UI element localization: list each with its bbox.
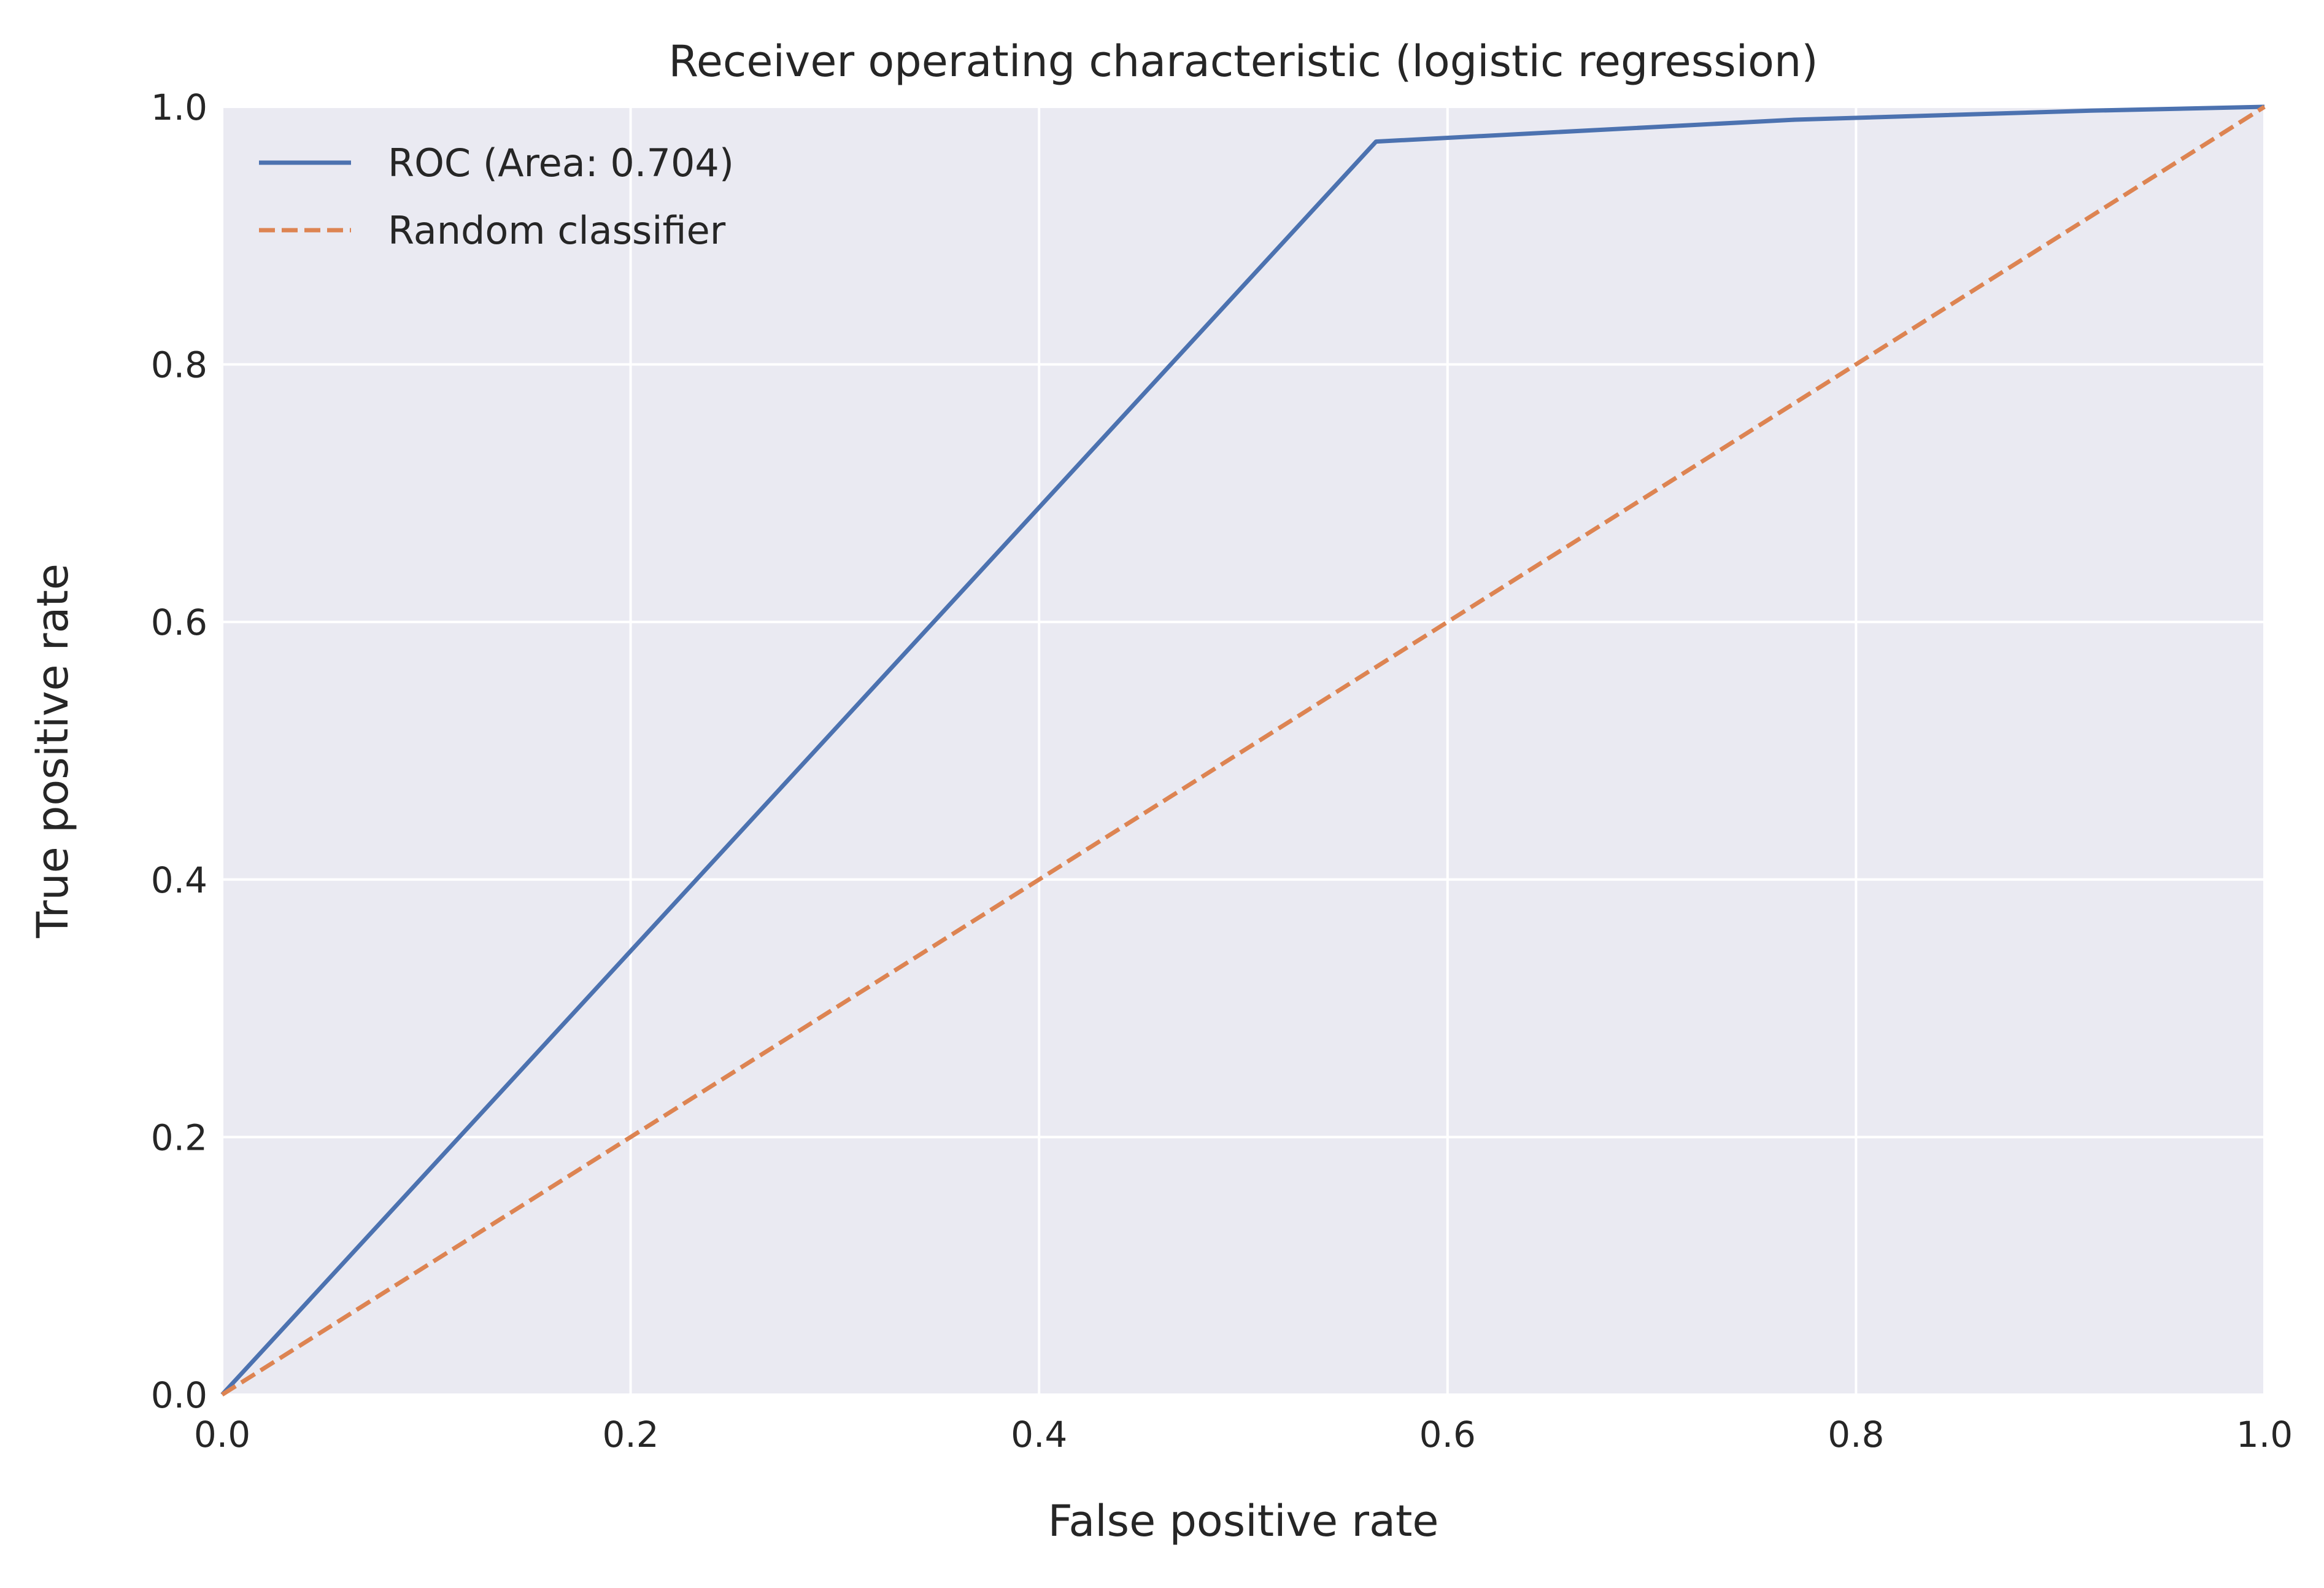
series-lines [220, 104, 2266, 1396]
legend: ROC (Area: 0.704) Random classifier [259, 141, 734, 253]
y-tick-label: 1.0 [151, 87, 207, 128]
y-tick-label: 0.4 [151, 859, 207, 901]
x-axis-label: False positive rate [1048, 1496, 1439, 1546]
grid-lines [221, 106, 2266, 1396]
x-tick-label: 0.8 [1828, 1414, 1884, 1455]
legend-label: Random classifier [388, 208, 726, 253]
y-axis-label: True positive rate [28, 564, 78, 939]
series-line-random-classifier [221, 105, 2266, 1396]
series-line-roc [220, 104, 2265, 1396]
chart-title: Receiver operating characteristic (logis… [668, 36, 1818, 87]
x-tick-label: 1.0 [2236, 1414, 2293, 1455]
legend-label: ROC (Area: 0.704) [388, 141, 734, 185]
y-tick-label: 0.6 [151, 602, 207, 643]
x-tick-label: 0.0 [194, 1414, 250, 1455]
tick-labels: 0.0 0.2 0.4 0.6 0.8 1.0 0.0 0.2 0.4 0.6 0.8 1.0 [151, 87, 2293, 1455]
y-tick-label: 0.0 [151, 1374, 207, 1416]
x-tick-label: 0.4 [1011, 1414, 1067, 1455]
y-tick-label: 0.8 [151, 344, 207, 386]
y-tick-label: 0.2 [151, 1117, 207, 1158]
x-tick-label: 0.2 [602, 1414, 658, 1455]
x-tick-label: 0.6 [1419, 1414, 1476, 1455]
